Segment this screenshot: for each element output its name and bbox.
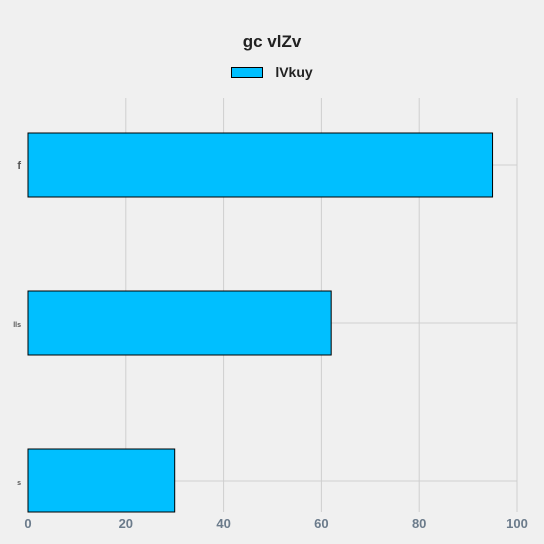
- legend-swatch: [231, 66, 264, 78]
- y-tick-label: s: [17, 480, 21, 487]
- y-tick-label: lls: [13, 322, 21, 329]
- x-tick-label: 60: [314, 516, 328, 531]
- bar: [27, 132, 494, 198]
- y-tick-label: f: [17, 160, 21, 172]
- chart-title: gc vlZv: [242, 32, 302, 51]
- bar: [27, 290, 332, 356]
- x-tick-label: 100: [506, 516, 528, 531]
- bar: [27, 448, 176, 513]
- x-tick-label: 80: [412, 516, 426, 531]
- x-tick-label: 0: [24, 516, 31, 531]
- legend: lVkuy: [0, 64, 544, 80]
- x-tick-label: 20: [119, 516, 133, 531]
- x-tick-label: 40: [216, 516, 230, 531]
- legend-label: lVkuy: [275, 64, 313, 80]
